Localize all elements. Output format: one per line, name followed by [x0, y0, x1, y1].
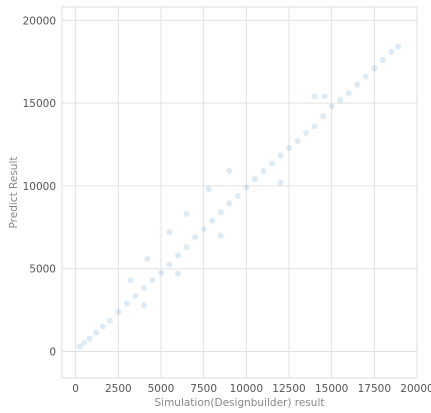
data-point: [76, 343, 83, 350]
data-point: [144, 255, 151, 262]
data-point: [303, 129, 310, 136]
data-point: [251, 176, 258, 183]
data-point: [183, 244, 190, 251]
grid-lines: [62, 7, 418, 378]
data-point: [311, 123, 318, 130]
x-axis-title: Simulation(Designbuilder) result: [154, 397, 324, 409]
data-point: [294, 138, 301, 145]
data-point: [243, 184, 250, 191]
data-point: [99, 323, 106, 330]
x-tick-label: 15000: [315, 383, 348, 395]
data-point: [157, 269, 164, 276]
data-point: [123, 300, 130, 307]
data-point: [86, 335, 93, 342]
x-tick-label: 17500: [358, 383, 391, 395]
data-point: [166, 229, 173, 236]
data-point: [175, 252, 182, 259]
plot-area: [61, 6, 418, 379]
data-point: [217, 232, 224, 239]
data-point: [226, 167, 233, 174]
data-point: [192, 234, 199, 241]
data-point: [183, 211, 190, 218]
x-tick-label: 10000: [230, 383, 263, 395]
data-point: [388, 48, 395, 55]
data-point: [311, 93, 318, 100]
data-point: [217, 209, 224, 216]
data-point: [81, 339, 88, 346]
data-point: [140, 284, 147, 291]
data-point: [362, 73, 369, 80]
data-point: [260, 167, 267, 174]
data-point: [345, 90, 352, 97]
data-point: [328, 103, 335, 110]
data-point: [268, 160, 275, 167]
data-points: [76, 43, 402, 350]
data-point: [93, 329, 100, 336]
data-point: [285, 144, 292, 151]
data-point: [234, 192, 241, 199]
data-point: [226, 200, 233, 207]
data-point: [115, 308, 122, 315]
y-tick-labels: 0 5000 10000 15000 20000: [23, 15, 56, 358]
x-tick-label: 0: [72, 383, 79, 395]
y-axis-title: Predict Result: [8, 157, 20, 229]
x-tick-label: 2500: [105, 383, 132, 395]
data-point: [149, 277, 156, 284]
x-tick-label: 12500: [272, 383, 305, 395]
x-tick-labels: 0 2500 5000 7500 10000 12500 15000 17500 20000: [72, 383, 431, 395]
data-point: [395, 43, 402, 50]
x-tick-label: 20000: [400, 383, 431, 395]
x-tick-label: 7500: [190, 383, 217, 395]
y-tick-label: 0: [49, 347, 56, 359]
y-tick-label: 15000: [23, 98, 56, 110]
data-point: [371, 65, 378, 72]
data-point: [127, 277, 134, 284]
data-point: [175, 270, 182, 277]
data-point: [166, 261, 173, 268]
data-point: [140, 302, 147, 309]
data-point: [354, 81, 361, 88]
data-point: [132, 293, 139, 300]
data-point: [337, 96, 344, 103]
data-point: [320, 113, 327, 120]
y-tick-label: 10000: [23, 181, 56, 193]
data-point: [321, 93, 328, 100]
data-point: [205, 186, 212, 193]
data-point: [277, 179, 284, 186]
x-tick-label: 5000: [148, 383, 175, 395]
data-point: [200, 225, 207, 232]
data-point: [277, 152, 284, 159]
data-point: [209, 217, 216, 224]
y-tick-label: 5000: [29, 264, 56, 276]
data-point: [106, 317, 113, 324]
y-tick-label: 20000: [23, 15, 56, 27]
data-point: [379, 57, 386, 63]
